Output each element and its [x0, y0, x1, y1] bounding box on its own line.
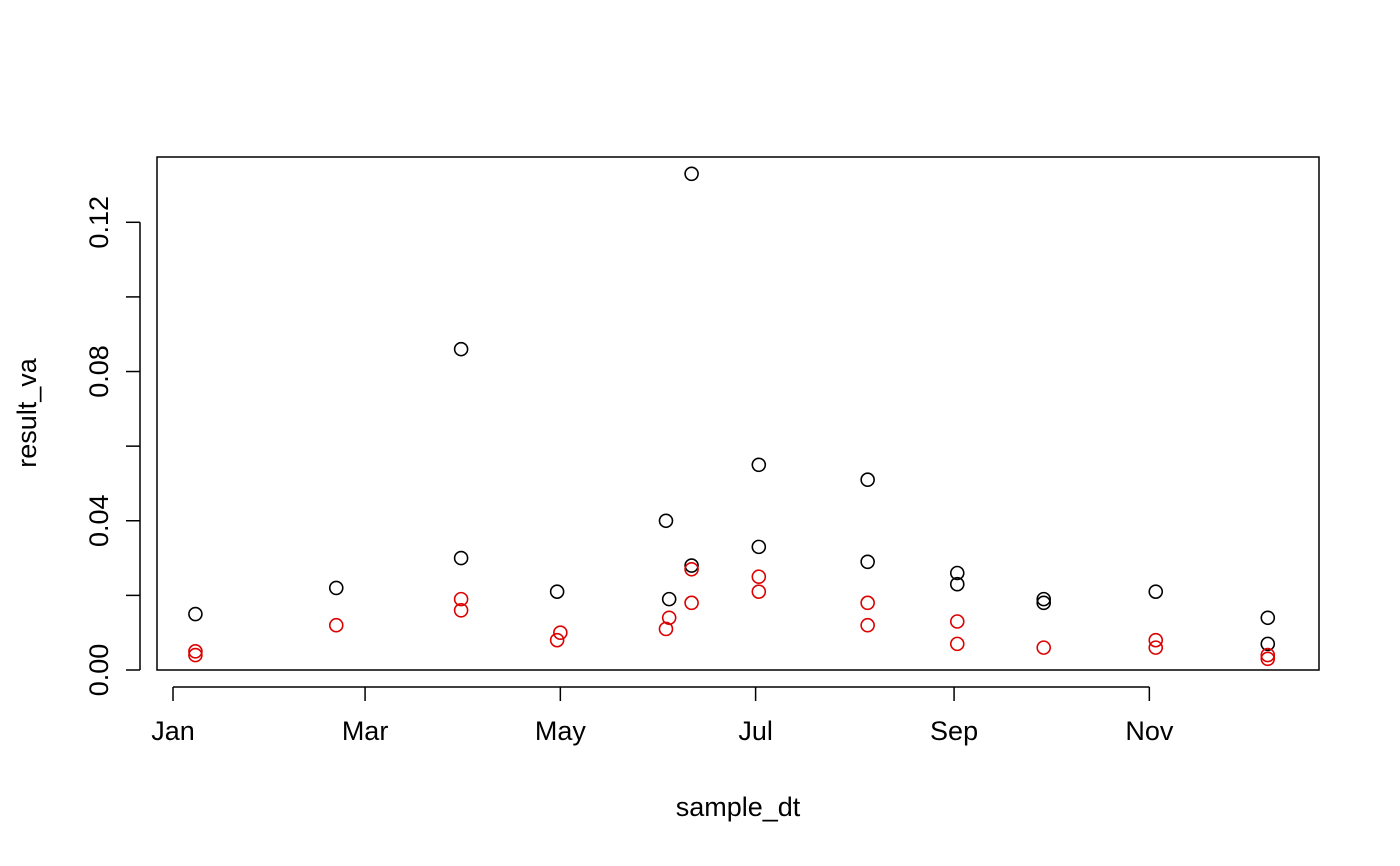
- data-point-series-2: [751, 584, 767, 599]
- data-point-series-1: [684, 166, 699, 182]
- x-axis: Jan Mar May Jul Sep Nov: [151, 686, 1174, 746]
- data-point-series-2: [860, 595, 875, 611]
- data-point-series-1: [453, 341, 469, 357]
- data-point-series-2: [860, 617, 875, 633]
- data-point-series-2: [328, 617, 344, 633]
- x-tick-label: May: [535, 716, 587, 746]
- y-tick-label: 0.08: [84, 345, 114, 398]
- data-point-series-2: [549, 632, 565, 648]
- x-tick-label: Sep: [930, 716, 978, 746]
- data-point-series-2: [661, 610, 677, 626]
- y-axis-title: result_va: [12, 357, 42, 468]
- data-point-series-2: [1260, 647, 1276, 663]
- data-point-series-2: [1148, 632, 1164, 648]
- plot-frame: [156, 156, 1320, 671]
- data-point-series-1: [751, 457, 767, 473]
- y-tick-label: 0.04: [84, 494, 114, 547]
- data-point-series-2: [188, 647, 203, 663]
- data-point-series-1: [860, 472, 875, 488]
- data-point-series-2: [1148, 640, 1164, 655]
- data-point-series-1: [1148, 584, 1164, 599]
- data-point-series-1: [751, 539, 767, 555]
- data-point-series-1: [860, 554, 875, 570]
- data-point-series-1: [1260, 636, 1276, 652]
- data-point-series-1: [453, 550, 469, 566]
- data-points: [188, 166, 1276, 667]
- data-point-series-1: [328, 580, 344, 596]
- data-point-series-2: [1260, 651, 1276, 667]
- data-point-series-1: [188, 606, 203, 622]
- data-point-series-1: [684, 558, 699, 573]
- data-point-series-1: [1036, 595, 1052, 611]
- data-point-series-2: [658, 621, 674, 637]
- y-tick-label: 0.00: [84, 644, 114, 697]
- data-point-series-2: [1036, 640, 1052, 655]
- data-point-series-1: [661, 591, 677, 607]
- data-point-series-1: [1036, 591, 1052, 607]
- data-point-series-2: [949, 636, 965, 652]
- data-point-series-2: [751, 569, 767, 585]
- y-axis: 0.00 0.04 0.08 0.12: [84, 196, 141, 697]
- data-point-series-2: [684, 561, 699, 577]
- data-point-series-2: [553, 625, 568, 640]
- data-point-series-2: [188, 644, 203, 659]
- y-tick-label: 0.12: [84, 196, 114, 249]
- data-point-series-1: [1260, 610, 1276, 626]
- data-point-series-1: [658, 513, 674, 529]
- x-tick-label: Jan: [151, 716, 195, 746]
- x-axis-title: sample_dt: [676, 792, 801, 822]
- data-point-series-2: [684, 595, 699, 611]
- data-point-series-2: [949, 614, 965, 629]
- data-point-series-2: [453, 591, 469, 607]
- x-tick-label: Mar: [342, 716, 389, 746]
- data-point-series-1: [949, 565, 965, 581]
- data-point-series-1: [549, 584, 565, 599]
- x-tick-label: Jul: [738, 716, 773, 746]
- data-point-series-1: [949, 576, 965, 592]
- data-point-series-2: [453, 603, 469, 618]
- x-tick-label: Nov: [1125, 716, 1174, 746]
